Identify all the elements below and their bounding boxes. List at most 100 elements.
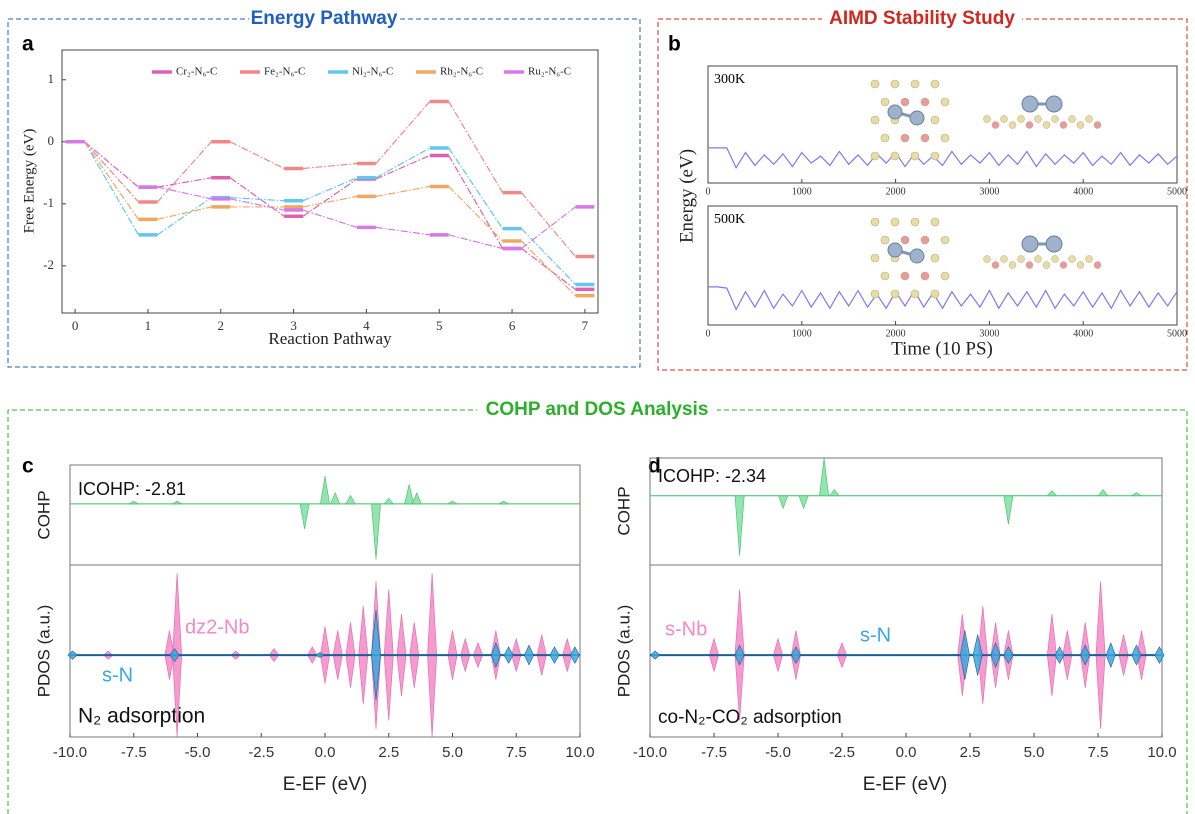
spike — [524, 644, 534, 666]
spike — [1154, 646, 1165, 664]
connector — [84, 141, 139, 236]
molecule-atom — [920, 235, 930, 245]
section-title: COHP and DOS Analysis — [486, 399, 709, 420]
spike — [490, 641, 501, 669]
x-tick-label: -10.0 — [633, 744, 667, 761]
molecule-atom — [1085, 255, 1093, 263]
spike — [990, 641, 1001, 669]
connector — [157, 206, 212, 220]
x-tick-label: 2.5 — [960, 744, 981, 761]
panel-condition: 500K — [714, 212, 745, 227]
molecule-atom — [1008, 261, 1017, 269]
spike — [549, 646, 560, 664]
molecule-atom — [1068, 255, 1076, 263]
spike — [1130, 492, 1142, 497]
molecule-atom — [900, 133, 910, 143]
x-axis-label: E-EF (eV) — [283, 774, 367, 795]
plot-frame — [61, 49, 599, 314]
spike — [790, 646, 801, 664]
molecule-atom — [910, 289, 920, 299]
section-border — [7, 18, 641, 368]
x-tick-label: -2.5 — [248, 744, 274, 761]
molecule-atom — [930, 217, 940, 227]
x-tick-label: 0.0 — [315, 744, 336, 761]
spike — [734, 495, 745, 556]
connector — [521, 228, 576, 285]
x-tick-label: -2.5 — [829, 744, 855, 761]
molecule-atom — [890, 151, 900, 161]
molecule-atom — [983, 115, 991, 123]
spike — [1080, 644, 1091, 666]
molecule-atom — [870, 115, 880, 125]
x-tick-label: 2.5 — [378, 744, 399, 761]
series-label: dz2-Nb — [185, 616, 249, 638]
molecule-atom — [1025, 261, 1034, 269]
connector — [230, 198, 285, 211]
annotation: ICOHP: -2.81 — [78, 479, 186, 499]
connector — [84, 141, 139, 220]
connector — [375, 226, 430, 236]
x-tick-label: 4000 — [1073, 328, 1093, 339]
metal-atom — [887, 104, 903, 120]
x-tick-label: 3000 — [979, 328, 999, 339]
spike — [411, 491, 422, 505]
connector — [448, 101, 504, 193]
section-title: Energy Pathway — [251, 8, 398, 29]
molecule-atom — [930, 289, 940, 299]
molecule-atom — [1042, 121, 1051, 129]
x-tick-label: 6 — [509, 318, 516, 333]
spike — [314, 652, 326, 658]
molecule-atom — [1093, 121, 1102, 129]
energy-trace — [708, 286, 1178, 311]
x-tick-label: 7.5 — [506, 744, 527, 761]
molecule-atom — [991, 121, 1000, 129]
spike — [330, 491, 341, 505]
connector — [84, 141, 139, 203]
x-tick-label: -10.0 — [53, 744, 87, 761]
spike — [371, 610, 381, 701]
metal-atom — [1045, 235, 1063, 253]
spike — [446, 500, 459, 505]
molecule-atom — [1051, 255, 1059, 263]
molecule-atom — [920, 97, 930, 107]
y-axis-label: Energy (eV) — [676, 149, 697, 243]
x-tick-label: 0 — [706, 328, 711, 339]
y-tick-label: 0 — [48, 133, 55, 148]
legend-label: Ni₂-N₆-C — [352, 66, 393, 78]
y-tick-label: -1 — [43, 195, 54, 210]
y-axis-label: COHP — [614, 486, 633, 535]
spike — [299, 503, 310, 529]
spike — [829, 488, 840, 497]
molecule-atom — [1034, 115, 1042, 123]
y-axis-label: PDOS (a.u.) — [34, 605, 53, 698]
x-tick-label: 1 — [145, 318, 152, 333]
connector — [521, 240, 576, 297]
metal-atom — [909, 110, 925, 126]
x-tick-label: 7.5 — [1088, 744, 1109, 761]
connector — [157, 197, 212, 236]
panel-label: c — [22, 455, 34, 478]
x-tick-label: 2000 — [886, 328, 906, 339]
plot-frame — [707, 205, 1178, 326]
connector — [157, 177, 212, 188]
legend-label: Fe₂-N₆-C — [264, 66, 305, 78]
x-tick-label: 3000 — [979, 186, 999, 197]
metal-atom — [887, 242, 903, 258]
section-title-bg — [477, 400, 717, 420]
spike — [959, 630, 970, 680]
spike — [128, 500, 140, 505]
panel-label: d — [648, 455, 661, 478]
panel-label: a — [22, 33, 34, 56]
metal-atom — [909, 248, 925, 264]
spike — [67, 650, 78, 660]
spike — [798, 495, 809, 510]
x-tick-label: 10.0 — [1147, 744, 1176, 761]
x-axis-label: Time (10 PS) — [891, 338, 993, 359]
metal-atom — [1021, 95, 1039, 113]
plot-frame — [707, 65, 1178, 184]
connector — [302, 178, 358, 217]
spike — [171, 500, 183, 505]
molecule-atom — [930, 151, 940, 161]
spike — [1054, 646, 1065, 664]
